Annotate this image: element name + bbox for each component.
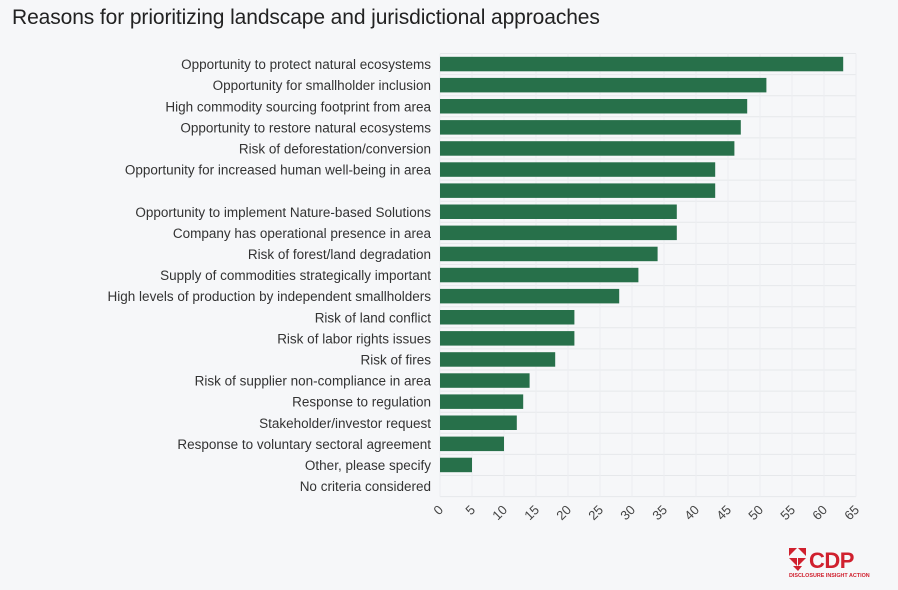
bars — [440, 56, 844, 473]
x-tick-label: 40 — [681, 502, 702, 523]
bar[interactable] — [440, 373, 530, 388]
x-tick-label: 50 — [745, 502, 766, 523]
bar[interactable] — [440, 457, 472, 473]
x-tick-label: 55 — [777, 502, 798, 523]
cdp-logo-text: CDP — [809, 548, 854, 573]
cdp-logo: CDP DISCLOSURE INSIGHT ACTION — [787, 546, 870, 582]
page-title: Reasons for prioritizing landscape and j… — [12, 6, 600, 29]
category-label: Risk of labor rights issues — [277, 331, 431, 346]
bar[interactable] — [440, 99, 748, 114]
bar[interactable] — [440, 120, 741, 135]
x-tick-label: 45 — [713, 502, 734, 523]
category-label: Response to voluntary sectoral agreement — [177, 437, 431, 452]
bar[interactable] — [440, 77, 767, 93]
category-label: Risk of fires — [360, 352, 431, 367]
bar[interactable] — [440, 394, 524, 409]
bar[interactable] — [440, 56, 844, 72]
x-tick-label: 5 — [462, 502, 478, 518]
x-axis-ticks: 0 5 10 15 20 25 30 35 40 45 50 55 60 65 — [430, 502, 862, 523]
bar[interactable] — [440, 246, 658, 262]
x-tick-label: 25 — [585, 502, 606, 523]
category-label: Opportunity to implement Nature-based So… — [135, 205, 431, 220]
x-tick-label: 10 — [489, 502, 510, 523]
category-label: Company has operational presence in area — [173, 226, 432, 241]
category-labels: Opportunity to protect natural ecosystem… — [108, 57, 432, 494]
cdp-logo-tagline: DISCLOSURE INSIGHT ACTION — [789, 573, 870, 579]
category-label: Opportunity to restore natural ecosystem… — [180, 120, 431, 135]
x-tick-label: 60 — [809, 502, 830, 523]
bar[interactable] — [440, 267, 639, 283]
x-tick-label: 20 — [553, 502, 574, 523]
cdp-logo-mark-icon — [789, 548, 806, 571]
bar[interactable] — [440, 288, 620, 304]
bar[interactable] — [440, 183, 716, 198]
category-label: Response to regulation — [292, 395, 431, 410]
category-label: Opportunity for increased human well-bei… — [125, 163, 432, 178]
category-label: No criteria considered — [300, 479, 431, 494]
category-label: Stakeholder/investor request — [259, 416, 431, 431]
bar[interactable] — [440, 415, 517, 431]
bar[interactable] — [440, 310, 575, 325]
category-label: Opportunity for smallholder inclusion — [213, 78, 431, 93]
x-tick-label: 30 — [617, 502, 638, 523]
category-label: Risk of forest/land degradation — [248, 247, 431, 262]
category-label: Supply of commodities strategically impo… — [160, 268, 431, 283]
x-tick-label: 65 — [841, 502, 862, 523]
category-label: Opportunity to protect natural ecosystem… — [181, 57, 431, 72]
bar[interactable] — [440, 204, 677, 220]
x-tick-label: 0 — [430, 502, 446, 518]
bar[interactable] — [440, 141, 735, 156]
x-tick-label: 15 — [521, 502, 542, 523]
category-label: Risk of supplier non-compliance in area — [195, 374, 432, 389]
category-label: Risk of land conflict — [315, 310, 432, 325]
bar[interactable] — [440, 162, 716, 177]
category-label: High commodity sourcing footprint from a… — [165, 99, 431, 114]
bar[interactable] — [440, 352, 556, 367]
bar[interactable] — [440, 436, 504, 452]
category-label: Other, please specify — [305, 458, 431, 473]
category-label: Risk of deforestation/conversion — [239, 141, 431, 156]
x-tick-label: 35 — [649, 502, 670, 523]
bar[interactable] — [440, 225, 677, 241]
category-label: High levels of production by independent… — [108, 289, 432, 304]
bar[interactable] — [440, 331, 575, 346]
